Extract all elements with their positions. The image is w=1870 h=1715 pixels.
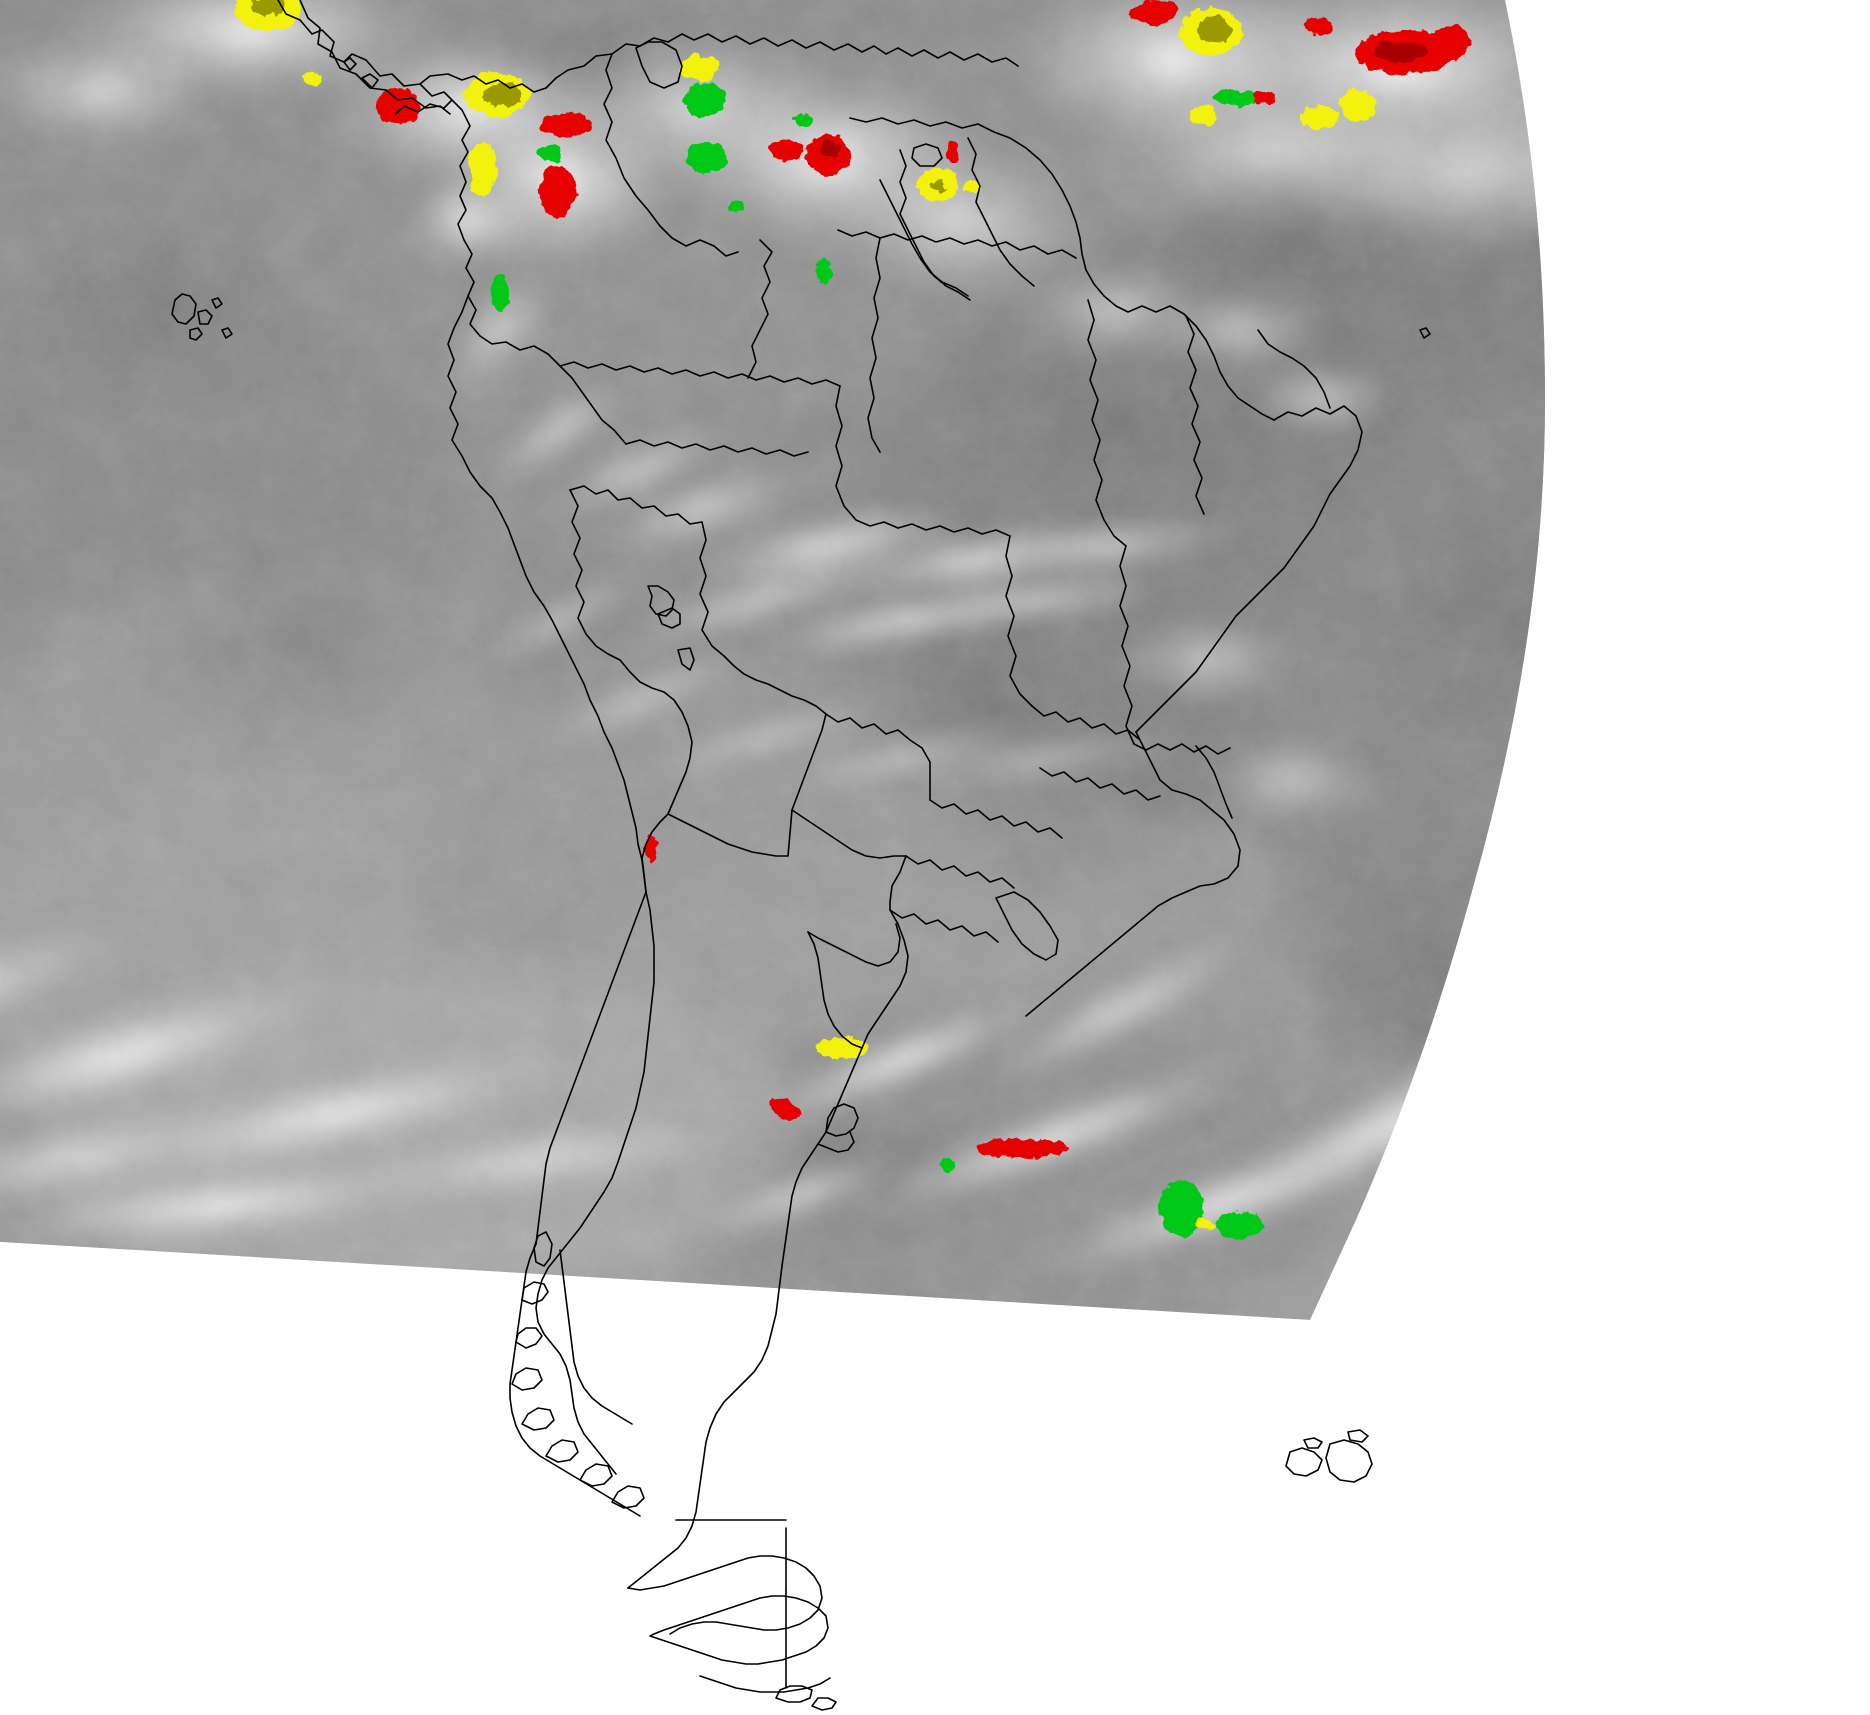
ir-grayscale-swath xyxy=(0,0,1545,1320)
satellite-image-viewport xyxy=(0,0,1848,1711)
